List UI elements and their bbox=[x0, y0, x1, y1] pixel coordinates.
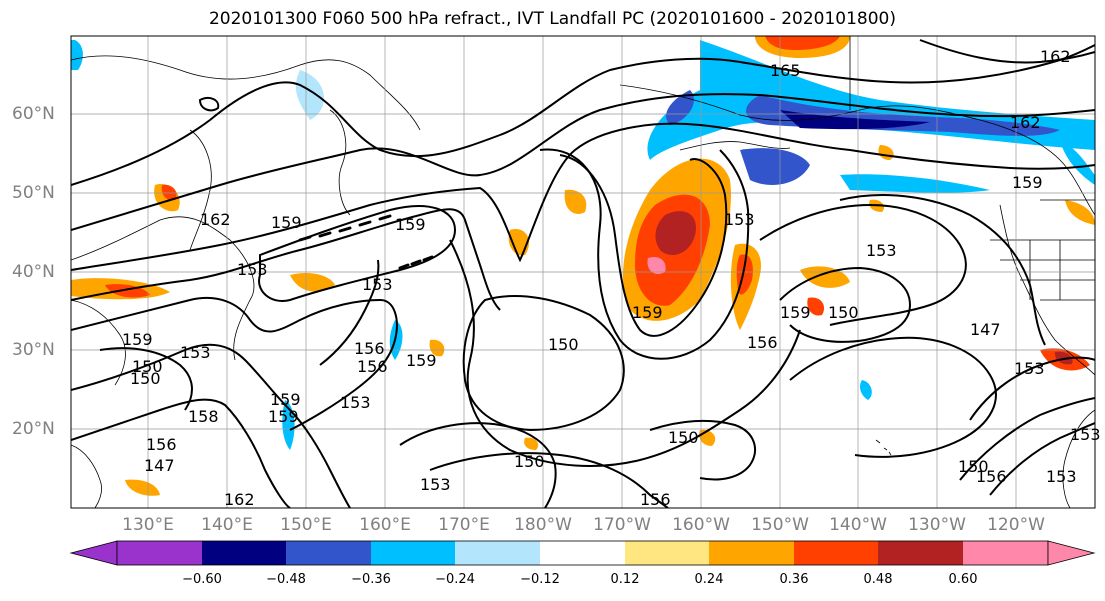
lon-label: 130°E bbox=[122, 515, 174, 535]
colorbar-swatch bbox=[625, 541, 709, 565]
contour-label: 159 bbox=[271, 213, 302, 232]
colorbar-tick-label: −0.48 bbox=[266, 572, 306, 587]
map-title: 2020101300 F060 500 hPa refract., IVT La… bbox=[208, 9, 896, 29]
colorbar-swatch bbox=[540, 541, 625, 565]
contour-label: 153 bbox=[1014, 359, 1045, 378]
colorbar-swatch bbox=[202, 541, 286, 565]
colorbar-extend-low bbox=[69, 540, 118, 566]
colorbar-swatch bbox=[286, 541, 371, 565]
contour-label: 162 bbox=[1010, 113, 1041, 132]
lon-label: 120°W bbox=[987, 515, 1045, 535]
refractivity-contours bbox=[71, 39, 1095, 508]
lon-label: 180°W bbox=[514, 515, 572, 535]
shaded-field bbox=[71, 36, 1095, 496]
contour-label: 153 bbox=[866, 241, 897, 260]
contour-labels: 165 162 162 159 153 159 153 159 159 162 … bbox=[122, 47, 1101, 509]
map-frame bbox=[70, 35, 1096, 509]
contour-label: 159 bbox=[406, 351, 437, 370]
colorbar-tick-label: −0.24 bbox=[435, 572, 475, 587]
contour-label: 153 bbox=[340, 393, 371, 412]
contour-label: 150 bbox=[132, 357, 163, 376]
colorbar-swatch bbox=[878, 541, 963, 565]
contour-label: 159 bbox=[632, 303, 663, 322]
lon-label: 150°E bbox=[280, 515, 332, 535]
lon-label: 150°W bbox=[751, 515, 809, 535]
lat-label-20n: 20°N bbox=[12, 419, 55, 439]
contour-label: 159 bbox=[268, 407, 299, 426]
contour-label: 156 bbox=[357, 357, 388, 376]
contour-label: 147 bbox=[144, 456, 175, 475]
contour-label: 162 bbox=[200, 210, 231, 229]
lon-label: 170°E bbox=[438, 515, 490, 535]
contour-label: 159 bbox=[395, 215, 426, 234]
contour-label: 162 bbox=[224, 490, 255, 509]
lon-label: 160°W bbox=[672, 515, 730, 535]
contour-dashes bbox=[298, 214, 434, 270]
colorbar-tick-label: −0.36 bbox=[351, 572, 391, 587]
contour-label: 158 bbox=[188, 407, 219, 426]
lon-label: 130°W bbox=[908, 515, 966, 535]
lat-label-40n: 40°N bbox=[12, 262, 55, 282]
contour-label: 156 bbox=[976, 467, 1007, 486]
contour-label: 156 bbox=[640, 490, 671, 509]
contour-label: 156 bbox=[146, 435, 177, 454]
contour-label: 159 bbox=[1012, 173, 1043, 192]
colorbar-tick-label: 0.12 bbox=[610, 572, 640, 587]
contour-label: 150 bbox=[828, 303, 859, 322]
contour-label: 159 bbox=[780, 303, 811, 322]
colorbar-swatch bbox=[371, 541, 455, 565]
contour-label: 156 bbox=[354, 339, 385, 358]
lon-label: 160°E bbox=[359, 515, 411, 535]
contour-label: 165 bbox=[770, 61, 801, 80]
colorbar-tick-label: −0.60 bbox=[182, 572, 222, 587]
colorbar-swatch bbox=[455, 541, 540, 565]
contour-label: 150 bbox=[668, 428, 699, 447]
contour-label: 159 bbox=[122, 330, 153, 349]
colorbar-swatch bbox=[794, 541, 878, 565]
contour-label: 150 bbox=[130, 369, 161, 388]
contour-label: 153 bbox=[180, 343, 211, 362]
lat-label-50n: 50°N bbox=[12, 183, 55, 203]
contour-label: 153 bbox=[237, 260, 268, 279]
contour-label: 153 bbox=[420, 475, 451, 494]
colorbar-tick-label: −0.12 bbox=[520, 572, 560, 587]
lon-label: 170°W bbox=[593, 515, 651, 535]
colorbar-tick-label: 0.36 bbox=[779, 572, 809, 587]
colorbar-tick-label: 0.48 bbox=[863, 572, 893, 587]
contour-label: 153 bbox=[1070, 425, 1101, 444]
lon-label: 140°E bbox=[201, 515, 253, 535]
contour-label: 159 bbox=[270, 390, 301, 409]
lat-label-30n: 30°N bbox=[12, 340, 55, 360]
lon-label: 140°W bbox=[829, 515, 887, 535]
colorbar bbox=[69, 540, 1096, 566]
contour-label: 156 bbox=[747, 333, 778, 352]
contour-label: 153 bbox=[724, 210, 755, 229]
lat-label-60n: 60°N bbox=[12, 104, 55, 124]
colorbar-swatch bbox=[709, 541, 794, 565]
contour-label: 162 bbox=[1040, 47, 1071, 66]
colorbar-swatch bbox=[117, 541, 202, 565]
graticule bbox=[71, 36, 1095, 508]
contour-label: 150 bbox=[548, 335, 579, 354]
contour-label: 153 bbox=[362, 275, 393, 294]
contour-label: 150 bbox=[514, 452, 545, 471]
contour-label: 147 bbox=[970, 320, 1001, 339]
colorbar-swatch bbox=[963, 541, 1048, 565]
colorbar-tick-label: 0.60 bbox=[948, 572, 978, 587]
contour-label: 150 bbox=[958, 457, 989, 476]
contour-label: 153 bbox=[1046, 467, 1077, 486]
colorbar-tick-label: 0.24 bbox=[694, 572, 724, 587]
colorbar-extend-high bbox=[1047, 540, 1096, 566]
